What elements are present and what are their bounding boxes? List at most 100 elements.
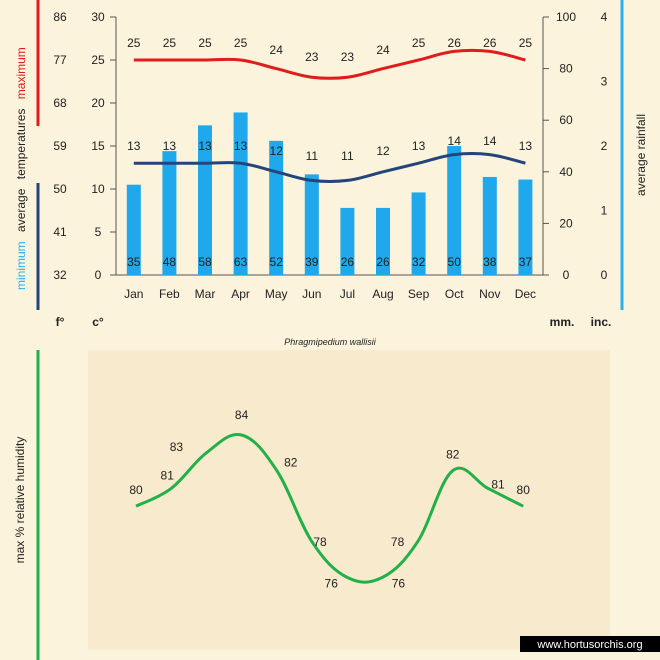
- max-temp-label: 25: [163, 36, 177, 50]
- inch-tick-label: 0: [601, 268, 608, 282]
- rainfall-bar-sep: [411, 192, 426, 275]
- rainfall-label: 26: [341, 255, 355, 269]
- rainfall-label: 39: [305, 255, 319, 269]
- min-temp-label: 13: [127, 139, 141, 153]
- inch-tick-label: 1: [601, 204, 608, 218]
- month-label: Feb: [159, 287, 180, 301]
- fahrenheit-tick-label: 50: [53, 182, 67, 196]
- humidity-label: 81: [161, 468, 175, 482]
- mm-tick-label: 40: [559, 165, 573, 179]
- celsius-tick-label: 25: [91, 53, 105, 67]
- humidity-label: 80: [129, 483, 143, 497]
- celsius-tick-label: 0: [95, 268, 102, 282]
- min-temp-label: 12: [270, 144, 284, 158]
- rainfall-label: 52: [270, 255, 284, 269]
- min-temp-label: 12: [376, 144, 390, 158]
- min-temp-label: 11: [306, 149, 319, 163]
- min-temp-label: 13: [519, 139, 533, 153]
- mm-unit: mm.: [550, 315, 575, 329]
- month-label: May: [265, 287, 288, 301]
- max-temp-label: 23: [305, 50, 319, 64]
- max-temp-label: 24: [270, 43, 284, 57]
- min-temp-label: 14: [448, 134, 462, 148]
- fahrenheit-tick-label: 41: [53, 225, 67, 239]
- humidity-label: 83: [170, 440, 184, 454]
- humidity-label: 76: [325, 576, 339, 590]
- max-temp-label: 26: [483, 36, 497, 50]
- max-temp-label: 23: [341, 50, 355, 64]
- humidity-label: 78: [391, 535, 405, 549]
- rainfall-label: 50: [448, 255, 462, 269]
- month-label: Mar: [195, 287, 216, 301]
- month-label: Jul: [340, 287, 355, 301]
- inch-unit: inc.: [591, 315, 612, 329]
- min-temp-label: 11: [341, 149, 354, 163]
- label-average: average: [14, 188, 28, 232]
- min-temp-label: 14: [483, 134, 497, 148]
- month-label: Oct: [445, 287, 464, 301]
- rainfall-label: 35: [127, 255, 141, 269]
- mm-tick-label: 20: [559, 216, 573, 230]
- humidity-label: 76: [392, 576, 406, 590]
- inch-tick-label: 2: [601, 139, 608, 153]
- celsius-tick-label: 20: [91, 96, 105, 110]
- rainfall-label: 58: [198, 255, 212, 269]
- label-maximum: maximum: [14, 47, 28, 99]
- celsius-tick-label: 10: [91, 182, 105, 196]
- max-temp-label: 25: [519, 36, 533, 50]
- month-label: Sep: [408, 287, 430, 301]
- right-axis-label: average rainfall: [634, 114, 648, 196]
- mm-tick-label: 80: [559, 62, 573, 76]
- rainfall-bar-nov: [482, 176, 497, 275]
- inch-tick-label: 4: [601, 10, 608, 24]
- month-label: Nov: [479, 287, 500, 301]
- min-temp-line: [133, 151, 526, 184]
- rainfall-bar-apr: [233, 112, 248, 276]
- max-temp-label: 25: [412, 36, 426, 50]
- rainfall-bar-jun: [304, 174, 319, 275]
- rainfall-bar-dec: [518, 179, 533, 275]
- month-label: Jun: [302, 287, 321, 301]
- fahrenheit-tick-label: 68: [53, 96, 67, 110]
- max-temp-label: 25: [198, 36, 212, 50]
- mm-tick-label: 0: [563, 268, 570, 282]
- celsius-tick-label: 5: [95, 225, 102, 239]
- left-axis-label: minimum average temperatures maximum: [14, 47, 28, 290]
- label-minimum: minimum: [14, 241, 28, 290]
- label-temperatures: temperatures: [14, 109, 28, 180]
- rainfall-label: 32: [412, 255, 426, 269]
- humidity-label: 82: [446, 448, 460, 462]
- rainfall-bar-aug: [376, 207, 390, 275]
- celsius-unit: c°: [92, 315, 104, 329]
- rainfall-label: 37: [519, 255, 533, 269]
- rainfall-label: 63: [234, 255, 248, 269]
- fahrenheit-unit: f°: [56, 315, 65, 329]
- inch-tick-label: 3: [601, 75, 608, 89]
- humidity-axis-label: max % relative humidity: [13, 437, 27, 564]
- rainfall-bar-oct: [447, 146, 462, 275]
- watermark-bg: [520, 636, 660, 652]
- fahrenheit-tick-label: 32: [53, 268, 67, 282]
- fahrenheit-tick-label: 77: [53, 53, 67, 67]
- rainfall-bar-jan: [126, 184, 141, 275]
- watermark: www.hortusorchis.org: [536, 639, 642, 651]
- min-temp-label: 13: [163, 139, 177, 153]
- min-temp-label: 13: [198, 139, 212, 153]
- rainfall-label: 26: [376, 255, 390, 269]
- fahrenheit-tick-label: 59: [53, 139, 67, 153]
- mm-tick-label: 60: [559, 113, 573, 127]
- rainfall-bar-feb: [162, 151, 177, 275]
- humidity-label: 82: [284, 456, 298, 470]
- max-temp-label: 26: [448, 36, 462, 50]
- humidity-label: 81: [491, 477, 505, 491]
- chart-title: Phragmipedium wallisii: [284, 337, 377, 347]
- month-label: Dec: [515, 287, 536, 301]
- month-label: Aug: [372, 287, 393, 301]
- humidity-panel-bg: [88, 350, 610, 650]
- humidity-label: 78: [313, 535, 327, 549]
- fahrenheit-tick-label: 86: [53, 10, 67, 24]
- humidity-label: 80: [517, 483, 531, 497]
- rainfall-label: 38: [483, 255, 497, 269]
